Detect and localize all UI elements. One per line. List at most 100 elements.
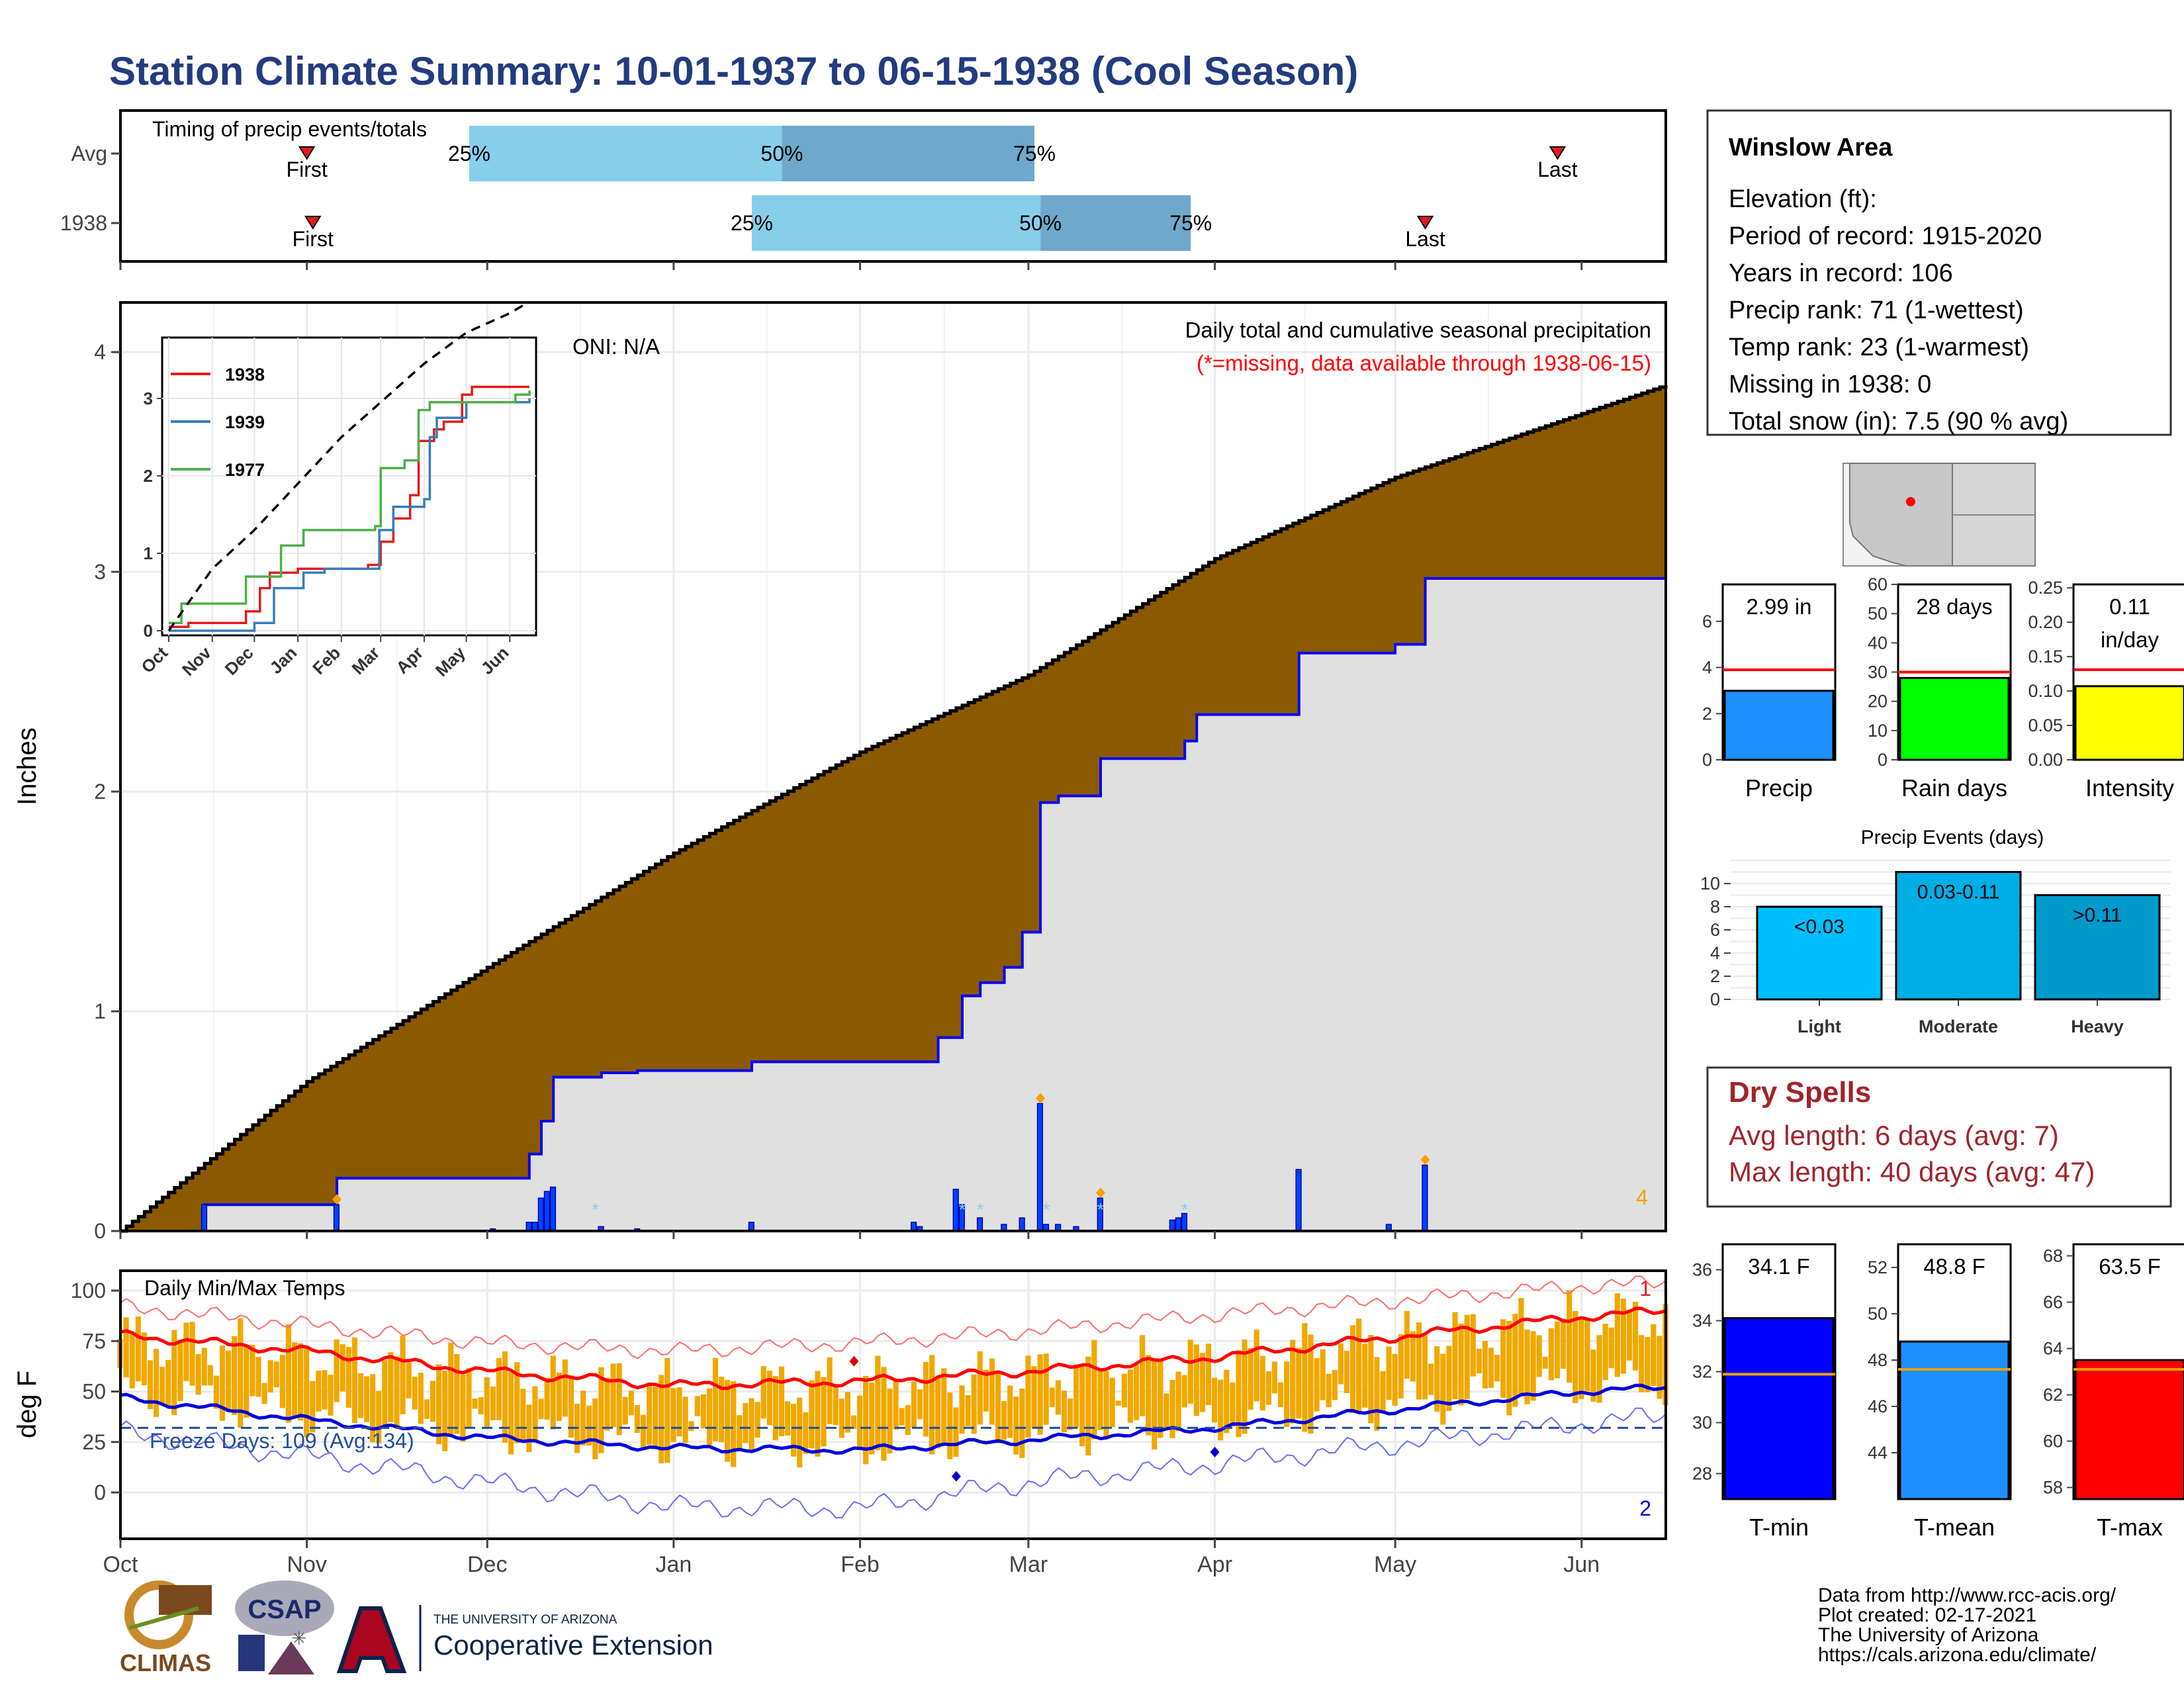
daily-temp-bar bbox=[1470, 1314, 1476, 1377]
station-location-dot bbox=[1906, 497, 1915, 506]
daily-precip-bar bbox=[1175, 1217, 1181, 1232]
daily-temp-bar bbox=[719, 1377, 725, 1442]
stat-category-label: Intensity bbox=[2085, 774, 2174, 801]
stat-bar bbox=[2074, 1359, 2184, 1500]
daily-temp-bar bbox=[1518, 1298, 1524, 1396]
events-y-tick-label: 2 bbox=[1710, 966, 1720, 986]
daily-temp-bar bbox=[1422, 1335, 1428, 1400]
stat-y-tick-label: 0.00 bbox=[2028, 750, 2063, 770]
csap-logo-text: CSAP bbox=[248, 1595, 321, 1624]
daily-temp-bar bbox=[1079, 1366, 1085, 1447]
station-line: Precip rank: 71 (1-wettest) bbox=[1729, 297, 2024, 324]
stat-y-tick-label: 66 bbox=[2043, 1293, 2063, 1312]
temp-extreme-marker bbox=[951, 1471, 961, 1482]
daily-temp-bar bbox=[1187, 1340, 1193, 1404]
daily-temp-bar bbox=[376, 1391, 382, 1443]
daily-temp-bar bbox=[1013, 1396, 1019, 1455]
daily-temp-bar bbox=[1657, 1336, 1662, 1399]
stat-y-tick-label: 28 bbox=[1692, 1464, 1712, 1484]
daily-temp-bar bbox=[1602, 1324, 1608, 1381]
daily-max-marker bbox=[1036, 1093, 1046, 1104]
daily-precip-bar bbox=[1036, 1103, 1044, 1232]
timing-p50-label: 50% bbox=[760, 142, 803, 165]
events-category-label: Light bbox=[1797, 1017, 1841, 1036]
daily-temp-bar bbox=[400, 1336, 406, 1414]
timing-marker-label: Last bbox=[1537, 158, 1578, 181]
daily-temp-bar bbox=[682, 1396, 688, 1443]
timing-bar-q2 bbox=[782, 126, 1035, 181]
daily-temp-bar bbox=[1146, 1355, 1152, 1436]
station-line: Elevation (ft): bbox=[1729, 185, 1877, 213]
daily-temp-bar bbox=[189, 1322, 195, 1386]
daily-precip-bar bbox=[1422, 1164, 1428, 1232]
daily-temp-bar bbox=[316, 1371, 322, 1412]
daily-temp-bar bbox=[261, 1383, 267, 1404]
daily-temp-bar bbox=[1410, 1331, 1416, 1382]
daily-temp-bar bbox=[586, 1405, 592, 1446]
daily-temp-bar bbox=[869, 1382, 875, 1455]
daily-temp-bar bbox=[1265, 1371, 1271, 1405]
daily-temp-bar bbox=[1608, 1327, 1614, 1369]
temp-y-label: deg F bbox=[13, 1371, 42, 1438]
daily-temp-bar bbox=[1290, 1340, 1296, 1424]
daily-temp-bar bbox=[448, 1342, 454, 1437]
stat-value-label: 0.11 bbox=[2109, 594, 2150, 619]
daily-temp-bar bbox=[1025, 1355, 1031, 1438]
inset-series-line bbox=[169, 390, 531, 625]
stat-y-tick-label: 32 bbox=[1692, 1362, 1712, 1382]
dry-spells-box: Dry Spells Avg length: 6 days (avg: 7) M… bbox=[1706, 1066, 2172, 1208]
station-line: Total snow (in): 7.5 (90 % avg) bbox=[1729, 408, 2068, 435]
daily-temp-bar bbox=[1476, 1348, 1482, 1374]
daily-temp-bar bbox=[328, 1375, 334, 1416]
daily-temp-bar bbox=[183, 1322, 189, 1381]
timing-title: Timing of precip events/totals bbox=[152, 117, 427, 141]
daily-temp-bar bbox=[484, 1377, 490, 1427]
daily-temp-bar bbox=[893, 1381, 899, 1430]
daily-temp-bar bbox=[749, 1398, 754, 1450]
daily-temp-bar bbox=[1109, 1377, 1115, 1428]
stat-y-tick-label: 0.05 bbox=[2028, 715, 2063, 735]
daily-temp-bar bbox=[562, 1359, 568, 1417]
inset-lines bbox=[167, 302, 531, 632]
temp-stats-charts: 28 30 32 34 36 34.1 F T-min 44 46 48 50 52 48.8 F T-m… bbox=[1692, 1243, 2184, 1541]
ua-line1: THE UNIVERSITY OF ARIZONA bbox=[433, 1613, 617, 1627]
x-tick-label: Oct bbox=[103, 1552, 138, 1577]
x-tick-label: Jun bbox=[1563, 1552, 1600, 1577]
daily-temp-bar bbox=[334, 1339, 340, 1402]
daily-temp-bar bbox=[1175, 1371, 1181, 1432]
events-y-tick-label: 0 bbox=[1710, 989, 1720, 1009]
daily-temp-bar bbox=[1452, 1312, 1458, 1400]
stat-y-tick-label: 58 bbox=[2043, 1478, 2063, 1498]
events-category-label: Heavy bbox=[2071, 1017, 2124, 1036]
events-bar-label: 0.03-0.11 bbox=[1917, 882, 2000, 903]
y-tick-label: 0 bbox=[94, 1219, 106, 1243]
daily-temp-bar bbox=[1584, 1318, 1590, 1392]
daily-temp-bar bbox=[1067, 1398, 1073, 1430]
stat-category-label: Rain days bbox=[1901, 774, 2007, 801]
stat-y-tick-label: 50 bbox=[1868, 604, 1888, 623]
daily-temp-bar bbox=[1356, 1318, 1362, 1412]
daily-temp-bar bbox=[285, 1324, 292, 1423]
daily-temp-bar bbox=[1314, 1358, 1320, 1412]
daily-temp-bar bbox=[791, 1404, 797, 1457]
daily-temp-bar bbox=[267, 1360, 273, 1393]
missing-marker: * bbox=[1043, 1199, 1050, 1220]
daily-temp-bar bbox=[1236, 1349, 1242, 1438]
daily-temp-bar bbox=[1212, 1377, 1218, 1423]
daily-temp-bar bbox=[1614, 1293, 1620, 1377]
daily-temp-bar bbox=[1140, 1335, 1146, 1416]
stat-y-tick-label: 34 bbox=[1692, 1311, 1712, 1331]
daily-temp-bar bbox=[1199, 1353, 1206, 1412]
daily-temp-bar bbox=[538, 1398, 544, 1420]
daily-temp-bar bbox=[1271, 1361, 1278, 1394]
daily-temp-bar bbox=[502, 1351, 508, 1443]
x-tick-label: Jan bbox=[655, 1552, 692, 1577]
missing-count: 4 bbox=[1636, 1185, 1648, 1209]
daily-temp-bar bbox=[676, 1387, 682, 1437]
daily-temp-bar bbox=[694, 1396, 700, 1416]
stat-y-tick-label: 64 bbox=[2043, 1339, 2063, 1359]
avg-cumulative-line bbox=[120, 385, 1668, 1233]
daily-temp-bar bbox=[1651, 1324, 1657, 1387]
daily-temp-bar bbox=[977, 1351, 983, 1425]
